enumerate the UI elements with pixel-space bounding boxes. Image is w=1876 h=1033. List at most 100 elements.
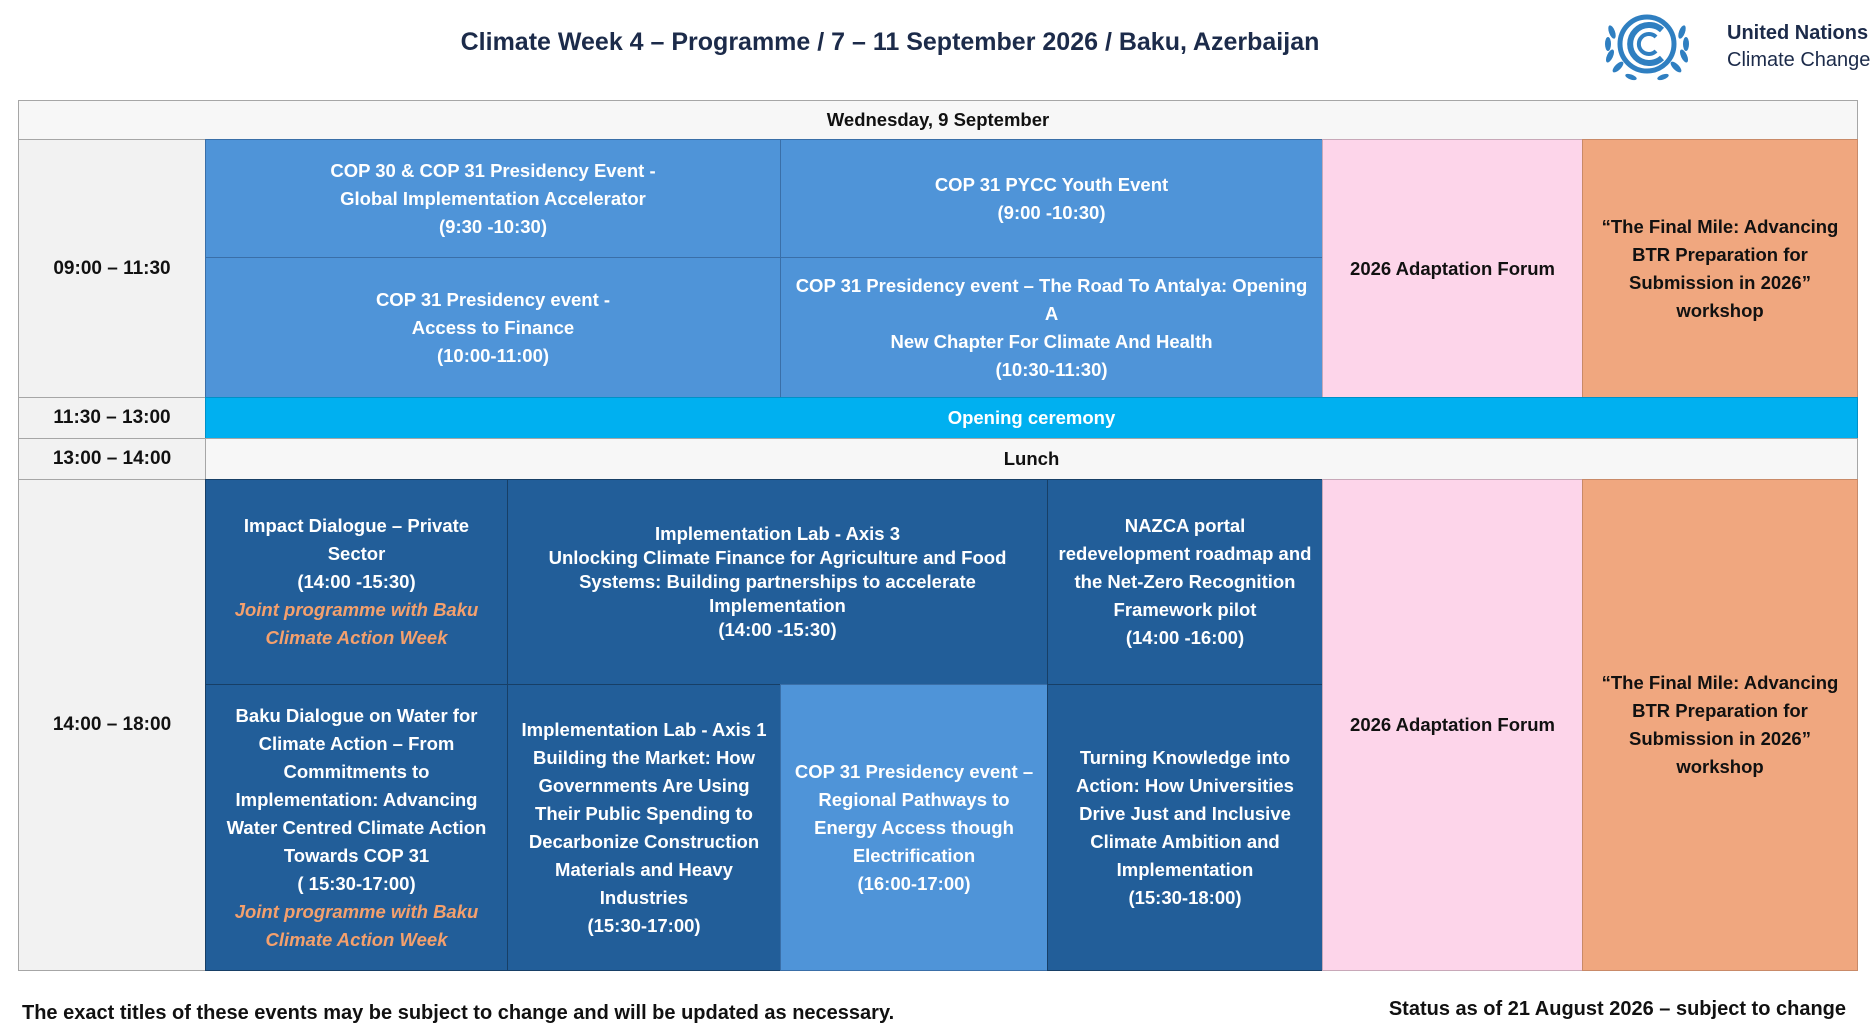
day-header: Wednesday, 9 September xyxy=(18,100,1858,140)
event-line: Building the Market: How xyxy=(533,746,755,768)
event-line: BTR Preparation for xyxy=(1632,700,1808,721)
event-line: COP 30 & COP 31 Presidency Event - xyxy=(330,159,656,181)
event-line: 2026 Adaptation Forum xyxy=(1350,257,1555,279)
event-global-implementation-accelerator: COP 30 & COP 31 Presidency Event - Globa… xyxy=(205,139,781,258)
event-line: Opening ceremony xyxy=(947,407,1116,428)
event-time: ( 15:30-17:00) xyxy=(297,872,416,894)
event-line: Decarbonize Construction xyxy=(528,830,760,852)
event-line: Submission in 2026” xyxy=(1629,271,1811,293)
event-line: Electrification xyxy=(852,844,976,866)
event-line: Implementation xyxy=(709,595,846,616)
event-time: (15:30-18:00) xyxy=(1128,886,1242,908)
event-baku-dialogue-water: Baku Dialogue on Water for Climate Actio… xyxy=(205,684,508,971)
event-line: Climate Ambition and xyxy=(1090,830,1280,852)
event-nazca-portal: NAZCA portal redevelopment roadmap and t… xyxy=(1047,479,1323,685)
time-slot-morning: 09:00 – 11:30 xyxy=(18,139,206,398)
event-line: redevelopment roadmap and xyxy=(1058,543,1312,564)
time-label: 14:00 – 18:00 xyxy=(52,714,172,735)
event-line: Turning Knowledge into xyxy=(1079,746,1291,768)
event-line: Implementation: Advancing xyxy=(235,788,478,810)
event-line: Sector xyxy=(327,543,386,564)
event-line: Implementation xyxy=(1116,858,1254,880)
event-line: Industries xyxy=(599,886,689,908)
event-time: (9:00 -10:30) xyxy=(997,201,1106,223)
event-line: COP 31 PYCC Youth Event xyxy=(934,173,1169,195)
event-line: Submission in 2026” xyxy=(1629,728,1811,749)
joint-programme-note: Climate Action Week xyxy=(265,627,448,648)
event-line: Their Public Spending to xyxy=(535,802,753,824)
event-line: Regional Pathways to xyxy=(818,788,1010,810)
time-label: 09:00 – 11:30 xyxy=(53,257,171,279)
event-line: Implementation Lab - Axis 1 xyxy=(521,718,767,740)
btr-workshop-afternoon: “The Final Mile: Advancing BTR Preparati… xyxy=(1582,479,1858,971)
time-label: 11:30 – 13:00 xyxy=(53,407,171,428)
event-line: Commitments to xyxy=(283,760,430,782)
event-time: (9:30 -10:30) xyxy=(439,215,547,237)
event-line: Access to Finance xyxy=(411,316,575,338)
page-title: Climate Week 4 – Programme / 7 – 11 Sept… xyxy=(460,28,1320,56)
time-slot-afternoon: 14:00 – 18:00 xyxy=(18,479,206,971)
joint-programme-note: Joint programme with Baku xyxy=(234,900,479,922)
event-line: 2026 Adaptation Forum xyxy=(1350,714,1555,735)
adaptation-forum-afternoon: 2026 Adaptation Forum xyxy=(1322,479,1583,971)
event-line: Drive Just and Inclusive xyxy=(1079,802,1291,824)
event-line: Systems: Building partnerships to accele… xyxy=(579,571,976,592)
opening-ceremony: Opening ceremony xyxy=(205,397,1858,439)
day-label: Wednesday, 9 September xyxy=(826,109,1050,130)
event-line: New Chapter For Climate And Health xyxy=(890,330,1213,352)
btr-workshop-morning: “The Final Mile: Advancing BTR Preparati… xyxy=(1582,139,1858,398)
time-slot-opening: 11:30 – 13:00 xyxy=(18,397,206,439)
event-line: Framework pilot xyxy=(1113,599,1257,620)
brand-line-1: United Nations xyxy=(1727,22,1869,44)
event-line: workshop xyxy=(1676,756,1764,777)
event-line: the Net-Zero Recognition xyxy=(1074,571,1296,592)
event-road-to-antalya: COP 31 Presidency event – The Road To An… xyxy=(780,257,1323,398)
event-line: Global Implementation Accelerator xyxy=(340,187,646,209)
event-impact-dialogue: Impact Dialogue – Private Sector (14:00 … xyxy=(205,479,508,685)
event-line: workshop xyxy=(1676,299,1764,321)
disclaimer-note: The exact titles of these events may be … xyxy=(22,1002,895,1024)
event-line: Baku Dialogue on Water for xyxy=(235,704,478,726)
event-line: Unlocking Climate Finance for Agricultur… xyxy=(548,547,1007,568)
event-line: Energy Access though xyxy=(814,816,1014,838)
event-line: NAZCA portal xyxy=(1124,515,1246,536)
event-line: Towards COP 31 xyxy=(283,844,430,866)
event-line: “The Final Mile: Advancing xyxy=(1601,215,1839,237)
event-time: (10:00-11:00) xyxy=(436,344,550,366)
event-time: (14:00 -16:00) xyxy=(1125,627,1245,648)
un-climate-change-brand: United Nations Climate Change xyxy=(1727,20,1870,74)
lunch-break: Lunch xyxy=(205,438,1858,480)
event-access-to-finance: COP 31 Presidency event - Access to Fina… xyxy=(205,257,781,398)
event-line: Climate Action – From xyxy=(258,732,455,754)
event-time: (10:30-11:30) xyxy=(995,358,1108,380)
event-line: BTR Preparation for xyxy=(1632,243,1808,265)
event-line: Implementation Lab - Axis 3 xyxy=(655,523,900,544)
event-line: “The Final Mile: Advancing xyxy=(1601,672,1839,693)
unfccc-emblem-icon xyxy=(1605,14,1689,81)
event-time: (16:00-17:00) xyxy=(857,872,971,894)
event-time: (15:30-17:00) xyxy=(587,914,701,936)
event-line: COP 31 Presidency event - xyxy=(375,288,611,310)
joint-programme-note: Climate Action Week xyxy=(265,928,448,950)
event-line: Water Centred Climate Action xyxy=(226,816,487,838)
event-line: Action: How Universities xyxy=(1076,774,1294,796)
adaptation-forum-morning: 2026 Adaptation Forum xyxy=(1322,139,1583,398)
time-slot-lunch: 13:00 – 14:00 xyxy=(18,438,206,480)
event-line: COP 31 Presidency event – xyxy=(794,760,1034,782)
event-line: Lunch xyxy=(1003,448,1060,469)
joint-programme-note: Joint programme with Baku xyxy=(234,599,479,620)
event-turning-knowledge-into-action: Turning Knowledge into Action: How Unive… xyxy=(1047,684,1323,971)
event-implementation-lab-axis-1: Implementation Lab - Axis 1 Building the… xyxy=(507,684,781,971)
event-line: Impact Dialogue – Private xyxy=(243,515,470,536)
event-pycc-youth: COP 31 PYCC Youth Event (9:00 -10:30) xyxy=(780,139,1323,258)
event-line: Materials and Heavy xyxy=(555,858,733,880)
brand-line-2: Climate Change xyxy=(1727,49,1871,71)
event-regional-pathways-energy: COP 31 Presidency event – Regional Pathw… xyxy=(780,684,1048,971)
event-time: (14:00 -15:30) xyxy=(718,619,837,640)
event-time: (14:00 -15:30) xyxy=(297,571,416,592)
status-note: Status as of 21 August 2026 – subject to… xyxy=(1388,998,1846,1020)
event-line: COP 31 Presidency event – The Road To An… xyxy=(795,274,1308,324)
time-label: 13:00 – 14:00 xyxy=(52,448,172,469)
event-line: Governments Are Using xyxy=(538,774,750,796)
event-implementation-lab-axis-3: Implementation Lab - Axis 3 Unlocking Cl… xyxy=(507,479,1048,685)
